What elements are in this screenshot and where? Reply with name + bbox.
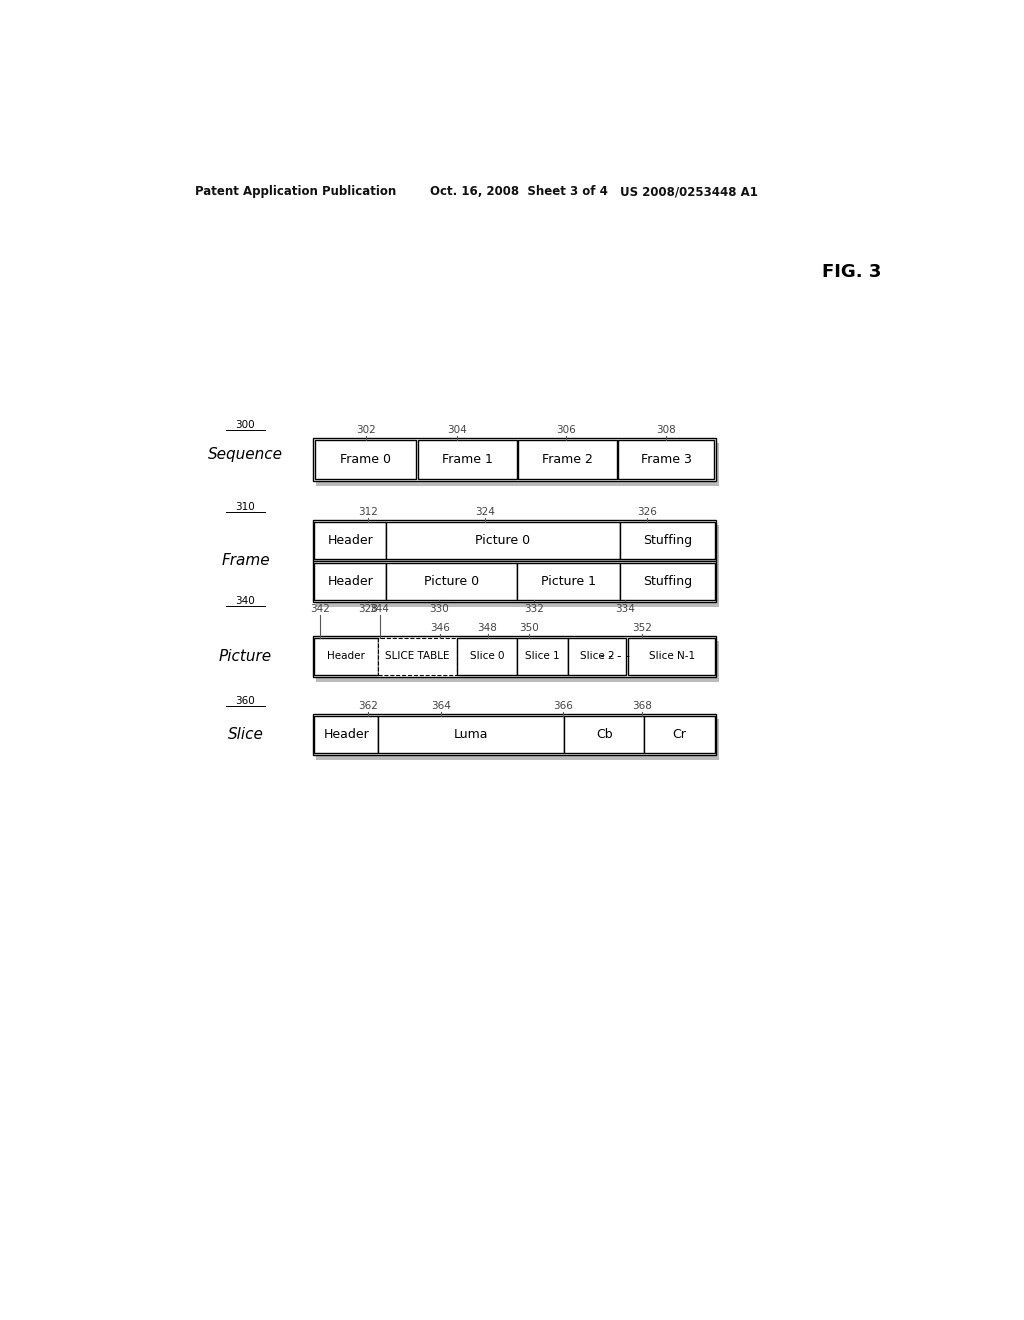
Text: Frame 1: Frame 1	[441, 453, 493, 466]
Text: 368: 368	[632, 701, 652, 711]
Text: Picture 0: Picture 0	[424, 574, 479, 587]
Bar	[386, 523, 621, 558]
Text: - - - -: - - - -	[600, 649, 630, 663]
Bar	[517, 562, 621, 599]
Bar	[618, 440, 714, 479]
Text: 350: 350	[519, 623, 539, 634]
Text: 366: 366	[553, 701, 572, 711]
Text: Header: Header	[328, 574, 373, 587]
Text: 334: 334	[614, 603, 635, 614]
Text: 344: 344	[370, 603, 389, 614]
Text: 324: 324	[475, 507, 495, 517]
Text: 310: 310	[236, 502, 255, 512]
Text: 300: 300	[236, 420, 255, 430]
Bar	[458, 638, 517, 675]
Text: 342: 342	[310, 603, 330, 614]
Text: 330: 330	[429, 603, 449, 614]
Text: Frame 0: Frame 0	[340, 453, 391, 466]
Bar	[620, 562, 715, 599]
Bar	[316, 642, 719, 682]
Text: Slice 1: Slice 1	[525, 652, 560, 661]
Bar	[644, 717, 715, 752]
Text: 364: 364	[431, 701, 452, 711]
Bar	[316, 525, 719, 566]
Text: 326: 326	[637, 507, 657, 517]
Text: Picture 0: Picture 0	[475, 535, 530, 546]
Text: Picture: Picture	[219, 649, 272, 664]
Text: 348: 348	[477, 623, 498, 634]
Bar	[314, 638, 378, 675]
Text: 360: 360	[236, 696, 255, 706]
Bar	[313, 438, 716, 480]
Bar	[313, 714, 716, 755]
Text: Header: Header	[328, 652, 366, 661]
Bar	[628, 638, 716, 675]
Bar	[517, 638, 568, 675]
Text: 332: 332	[524, 603, 545, 614]
Text: Slice N-1: Slice N-1	[648, 652, 694, 661]
Text: Header: Header	[328, 535, 373, 546]
Text: 328: 328	[358, 603, 379, 614]
Text: 346: 346	[430, 623, 450, 634]
Text: Frame: Frame	[221, 553, 269, 569]
Text: 352: 352	[632, 623, 652, 634]
Text: 302: 302	[356, 425, 376, 434]
Text: 306: 306	[556, 425, 575, 434]
Bar	[315, 440, 416, 479]
Bar	[316, 719, 719, 760]
Bar	[518, 440, 616, 479]
Text: Slice: Slice	[227, 727, 263, 742]
Text: US 2008/0253448 A1: US 2008/0253448 A1	[620, 185, 758, 198]
Text: SLICE TABLE: SLICE TABLE	[385, 652, 450, 661]
Text: 308: 308	[656, 425, 676, 434]
Text: Stuffing: Stuffing	[643, 535, 692, 546]
Bar	[316, 444, 719, 486]
Text: Sequence: Sequence	[208, 446, 283, 462]
Text: Stuffing: Stuffing	[643, 574, 692, 587]
Bar	[620, 523, 715, 558]
Text: 304: 304	[447, 425, 467, 434]
Bar	[313, 561, 716, 602]
Bar	[313, 520, 716, 561]
Text: Patent Application Publication: Patent Application Publication	[196, 185, 396, 198]
Text: Cr: Cr	[673, 729, 686, 742]
Text: Cb: Cb	[596, 729, 612, 742]
Text: Frame 2: Frame 2	[543, 453, 593, 466]
Text: Frame 3: Frame 3	[641, 453, 691, 466]
Bar	[378, 638, 458, 675]
Bar	[314, 523, 386, 558]
Text: FIG. 3: FIG. 3	[822, 263, 882, 281]
Text: 362: 362	[357, 701, 378, 711]
Text: Slice 2: Slice 2	[581, 652, 614, 661]
Bar	[568, 638, 627, 675]
Bar	[316, 566, 719, 607]
Text: 312: 312	[357, 507, 378, 517]
Bar	[418, 440, 517, 479]
Bar	[564, 717, 644, 752]
Text: 340: 340	[236, 595, 255, 606]
Text: Luma: Luma	[454, 729, 488, 742]
Text: Slice 0: Slice 0	[470, 652, 505, 661]
Bar	[386, 562, 517, 599]
Bar	[313, 636, 716, 677]
Text: Oct. 16, 2008  Sheet 3 of 4: Oct. 16, 2008 Sheet 3 of 4	[430, 185, 607, 198]
Bar	[314, 562, 386, 599]
Text: Picture 1: Picture 1	[541, 574, 596, 587]
Text: Header: Header	[324, 729, 369, 742]
Bar	[378, 717, 564, 752]
Bar	[314, 717, 378, 752]
